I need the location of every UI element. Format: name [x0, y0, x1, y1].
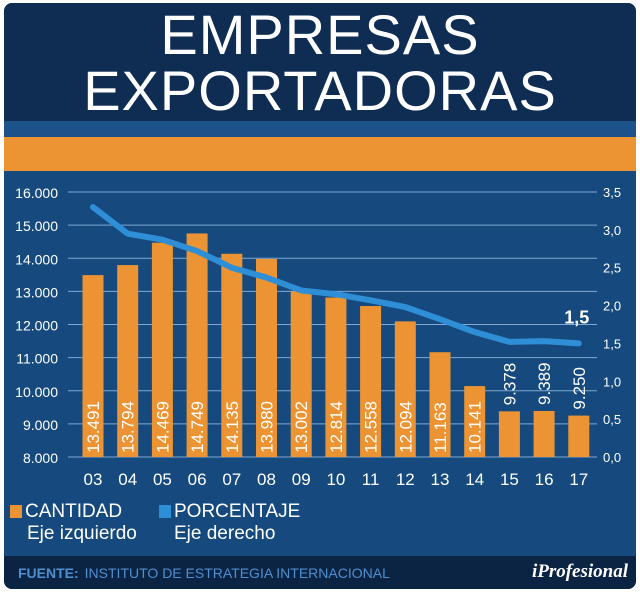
bar: [151, 242, 173, 457]
right-tick-label: 2,0: [603, 299, 621, 314]
bar-value-label: 13.491: [84, 401, 103, 453]
right-tick-label: 3,0: [603, 223, 621, 238]
title-line-2: EXPORTADORAS: [83, 59, 557, 122]
footer: FUENTE: INSTITUTO DE ESTRATEGIA INTERNACI…: [4, 556, 636, 589]
legend-label: PORCENTAJE: [174, 501, 301, 522]
bar-value-label: 14.469: [153, 401, 172, 453]
accent-band: [4, 137, 636, 171]
category-label: 15: [500, 470, 519, 489]
category-label: 09: [292, 470, 311, 489]
chart: 8.000 9.000 10.000 11.000 12.000 13.000 14.000…: [15, 185, 621, 489]
bar-value-label: 10.141: [466, 401, 485, 453]
bar-value-label: 11.163: [431, 402, 450, 453]
category-label: 12: [396, 470, 415, 489]
category-label: 07: [222, 470, 241, 489]
left-tick-label: 14.000: [15, 251, 58, 267]
left-tick-label: 12.000: [15, 318, 58, 334]
right-tick-label: 1,5: [603, 336, 621, 351]
bar: [533, 410, 555, 457]
left-tick-label: 11.000: [16, 351, 58, 367]
bar: [221, 253, 243, 457]
left-tick-label: 9.000: [23, 417, 58, 433]
bar-value-label: 13.794: [119, 401, 138, 453]
bar-value-label: 12.094: [396, 401, 415, 453]
category-label: 11: [362, 470, 380, 489]
bar: [256, 258, 277, 457]
percentage-line: [90, 204, 582, 347]
legend-swatch: [159, 505, 171, 518]
category-label: 16: [535, 470, 554, 489]
bar-value-label: 12.814: [327, 401, 346, 453]
right-tick-label: 3,5: [603, 185, 621, 200]
category-label: 14: [465, 470, 484, 489]
bar: [82, 275, 104, 457]
bar-value-label: 12.558: [362, 401, 381, 453]
source-label: FUENTE:: [18, 565, 79, 581]
source-text: INSTITUTO DE ESTRATEGIA INTERNACIONAL: [84, 565, 390, 581]
left-tick-label: 8.000: [23, 450, 58, 466]
category-label: 03: [84, 470, 103, 489]
category-label: 08: [257, 470, 276, 489]
legend-item-porcentaje: PORCENTAJE Eje derecho: [159, 501, 300, 545]
right-tick-label: 0,0: [603, 450, 621, 465]
category-label: 05: [153, 470, 172, 489]
category-label: 04: [118, 470, 137, 489]
bar: [360, 306, 382, 457]
legend-sub: Eje izquierdo: [27, 523, 137, 544]
legend-swatch: [10, 505, 22, 518]
source: FUENTE: INSTITUTO DE ESTRATEGIA INTERNACI…: [18, 565, 390, 581]
bar-value-label: 9.389: [535, 362, 554, 405]
line-end-label: 1,5: [564, 307, 589, 327]
category-label: 17: [569, 470, 588, 489]
bar-value-label: 13.980: [258, 401, 277, 453]
divider-band: [4, 121, 636, 137]
header: EMPRESAS EXPORTADORAS: [4, 3, 636, 121]
left-tick-label: 13.000: [15, 284, 58, 300]
bar: [394, 321, 416, 457]
right-tick-label: 0,5: [603, 412, 621, 427]
legend-sub: Eje derecho: [174, 523, 276, 544]
right-tick-label: 1,0: [603, 374, 621, 389]
bar: [498, 411, 520, 457]
card: EMPRESAS EXPORTADORAS 8.000 9.000 10.000 11…: [4, 3, 636, 589]
bar-value-label: 14.749: [188, 401, 207, 453]
legend-item-cantidad: CANTIDAD Eje izquierdo: [10, 501, 137, 545]
bar: [186, 233, 208, 457]
bar: [464, 386, 486, 457]
bar-value-label: 13.002: [292, 401, 311, 453]
title-line-1: EMPRESAS: [160, 3, 480, 66]
bar: [117, 265, 139, 457]
left-tick-label: 15.000: [15, 218, 58, 234]
left-tick-label: 16.000: [15, 185, 58, 201]
bar: [325, 297, 347, 457]
legend-label: CANTIDAD: [25, 501, 123, 522]
left-tick-label: 10.000: [15, 384, 58, 400]
bar: [568, 415, 590, 457]
bar: [290, 291, 312, 457]
bar-value-label: 9.250: [570, 367, 589, 410]
category-label: 13: [431, 470, 450, 489]
right-tick-label: 2,5: [603, 261, 621, 276]
bar: [429, 352, 451, 457]
category-label: 10: [326, 470, 345, 489]
bar-value-label: 14.135: [223, 401, 242, 453]
logo: iProfesional: [531, 561, 628, 582]
bar-value-label: 9.378: [500, 363, 519, 406]
category-label: 06: [188, 470, 207, 489]
